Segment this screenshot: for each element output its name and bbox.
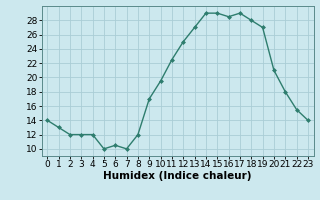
X-axis label: Humidex (Indice chaleur): Humidex (Indice chaleur) bbox=[103, 171, 252, 181]
